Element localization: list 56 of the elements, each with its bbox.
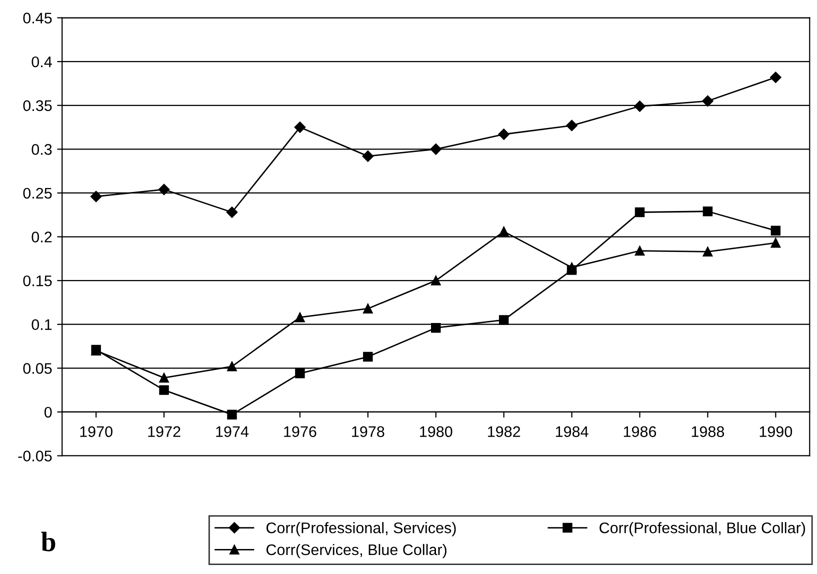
point [227, 410, 237, 420]
point [702, 206, 713, 216]
y-tick-label: -0.05 [18, 450, 52, 462]
point [634, 246, 645, 256]
point [498, 315, 509, 325]
point [498, 226, 509, 236]
y-tick-label: 0.45 [23, 12, 52, 24]
point [430, 144, 442, 155]
legend-label: Corr(Professional, Blue Collar) [600, 522, 806, 536]
y-tick-label: 0.35 [23, 100, 52, 112]
y-tick-label: 0.2 [32, 232, 52, 242]
point [702, 246, 713, 257]
point [498, 128, 510, 140]
x-tick-label: 1970 [80, 426, 112, 438]
x-tick-label: 1978 [352, 426, 384, 438]
text: b [41, 532, 56, 552]
point [770, 72, 782, 83]
point [158, 184, 170, 196]
x-tick-label: 1976 [284, 426, 316, 438]
point [770, 226, 781, 236]
point [159, 372, 169, 383]
legend-label: Corr(Services, Blue Collar) [266, 544, 446, 558]
y-tick-label: 0.15 [23, 275, 52, 286]
point [159, 385, 169, 395]
y-tick-label: 0.25 [23, 188, 52, 199]
point [363, 304, 373, 314]
point [770, 238, 781, 248]
point [226, 206, 238, 218]
point [90, 190, 102, 202]
point [431, 276, 441, 286]
point [566, 120, 578, 132]
point [363, 352, 373, 362]
point [227, 362, 237, 372]
x-tick-label: 1980 [420, 426, 452, 438]
x-tick-label: 1974 [216, 426, 249, 438]
x-tick-label: 1990 [760, 426, 792, 438]
x-tick-label: 1988 [692, 426, 724, 438]
x-tick-label: 1972 [148, 426, 180, 438]
y-tick-label: 0.1 [32, 319, 52, 330]
legend-label: Corr(Professional, Services) [266, 522, 456, 536]
point [295, 368, 305, 378]
point [702, 95, 714, 107]
point [294, 122, 306, 133]
y-tick-label: 0.05 [23, 363, 52, 374]
x-tick-label: 1986 [624, 426, 656, 438]
point [295, 312, 305, 322]
y-tick-label: 0.4 [32, 56, 52, 68]
x-tick-label: 1982 [488, 426, 520, 438]
point [362, 150, 374, 162]
y-tick-label: 0.3 [32, 144, 52, 155]
x-tick-label: 1984 [556, 426, 588, 438]
point [566, 265, 577, 275]
y-tick-label: 0 [44, 406, 52, 418]
point [431, 323, 441, 333]
point [634, 100, 646, 112]
point [634, 207, 645, 218]
